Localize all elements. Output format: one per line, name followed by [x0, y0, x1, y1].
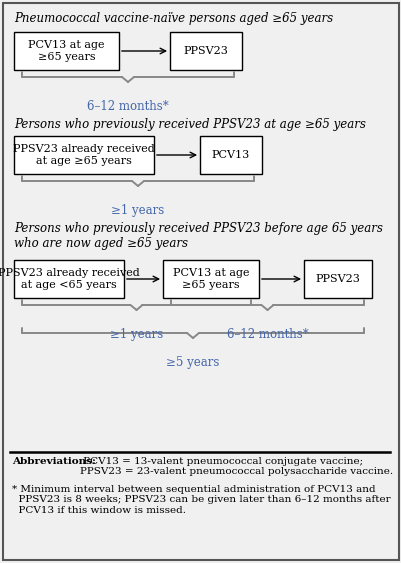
FancyBboxPatch shape [14, 260, 124, 298]
Text: 6–12 months*: 6–12 months* [226, 328, 308, 341]
Text: 6–12 months*: 6–12 months* [87, 100, 168, 113]
Text: ≥1 years: ≥1 years [111, 204, 164, 217]
Text: ≥5 years: ≥5 years [166, 356, 219, 369]
Text: * Minimum interval between sequential administration of PCV13 and
  PPSV23 is 8 : * Minimum interval between sequential ad… [12, 485, 390, 515]
Text: PPSV23: PPSV23 [315, 274, 360, 284]
Text: PCV13 = 13-valent pneumococcal conjugate vaccine;
PPSV23 = 23-valent pneumococca: PCV13 = 13-valent pneumococcal conjugate… [80, 457, 392, 476]
FancyBboxPatch shape [170, 32, 241, 70]
FancyBboxPatch shape [3, 3, 398, 560]
Text: PCV13: PCV13 [211, 150, 249, 160]
Text: ≥1 years: ≥1 years [109, 328, 163, 341]
Text: PCV13 at age
≥65 years: PCV13 at age ≥65 years [172, 268, 249, 290]
FancyBboxPatch shape [14, 136, 154, 174]
Text: PCV13 at age
≥65 years: PCV13 at age ≥65 years [28, 40, 105, 62]
Text: PPSV23 already received
at age <65 years: PPSV23 already received at age <65 years [0, 268, 140, 290]
FancyBboxPatch shape [303, 260, 371, 298]
Text: Pneumococcal vaccine-naïve persons aged ≥65 years: Pneumococcal vaccine-naïve persons aged … [14, 12, 332, 25]
FancyBboxPatch shape [162, 260, 258, 298]
Text: Persons who previously received PPSV23 at age ≥65 years: Persons who previously received PPSV23 a… [14, 118, 365, 131]
Text: PPSV23: PPSV23 [183, 46, 228, 56]
Text: PPSV23 already received
at age ≥65 years: PPSV23 already received at age ≥65 years [13, 144, 154, 166]
Text: Persons who previously received PPSV23 before age 65 years
who are now aged ≥65 : Persons who previously received PPSV23 b… [14, 222, 382, 250]
FancyBboxPatch shape [14, 32, 119, 70]
Text: Abbreviations:: Abbreviations: [12, 457, 95, 466]
FancyBboxPatch shape [200, 136, 261, 174]
